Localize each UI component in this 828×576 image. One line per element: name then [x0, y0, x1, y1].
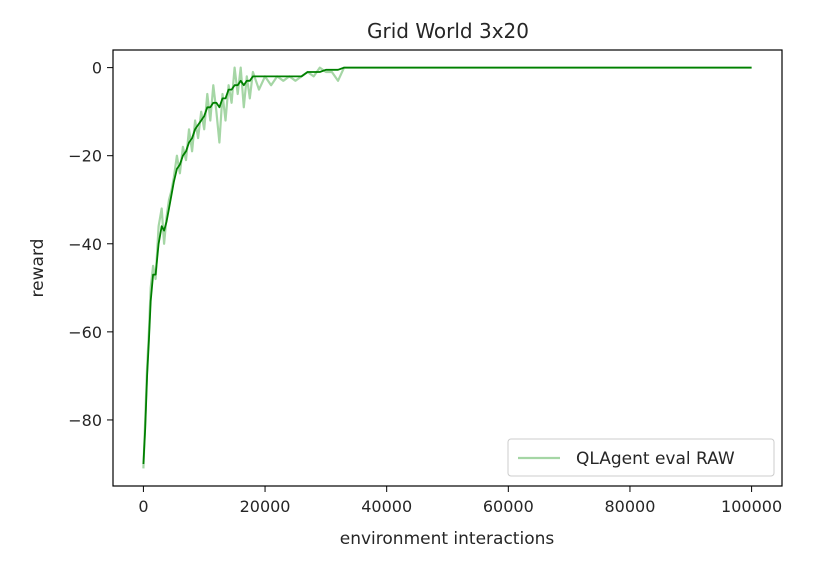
x-tick-label: 20000	[240, 497, 291, 516]
chart-title: Grid World 3x20	[367, 19, 529, 43]
y-tick-label: −80	[68, 411, 102, 430]
legend-box	[507, 438, 775, 477]
x-tick-label: 80000	[605, 497, 656, 516]
y-tick-label: −20	[68, 147, 102, 166]
x-tick-label: 0	[138, 497, 148, 516]
legend: QLAgent eval RAW	[507, 438, 775, 477]
x-axis: 0 20000 40000 60000 80000 100000	[138, 486, 782, 516]
series-layer	[142, 66, 752, 469]
y-tick-label: 0	[92, 59, 102, 78]
x-tick-label: 40000	[361, 497, 412, 516]
plot-frame	[112, 49, 783, 487]
legend-label: QLAgent eval RAW	[576, 449, 735, 469]
y-axis-label: reward	[28, 239, 48, 298]
y-axis: 0 −20 −40 −60 −80	[68, 59, 113, 430]
y-tick-label: −60	[68, 323, 102, 342]
y-tick-label: −40	[68, 235, 102, 254]
series-line-raw	[142, 66, 752, 469]
series-line-smoothed	[142, 66, 752, 465]
x-tick-label: 100000	[721, 497, 782, 516]
x-tick-label: 60000	[483, 497, 534, 516]
x-axis-label: environment interactions	[340, 529, 555, 549]
